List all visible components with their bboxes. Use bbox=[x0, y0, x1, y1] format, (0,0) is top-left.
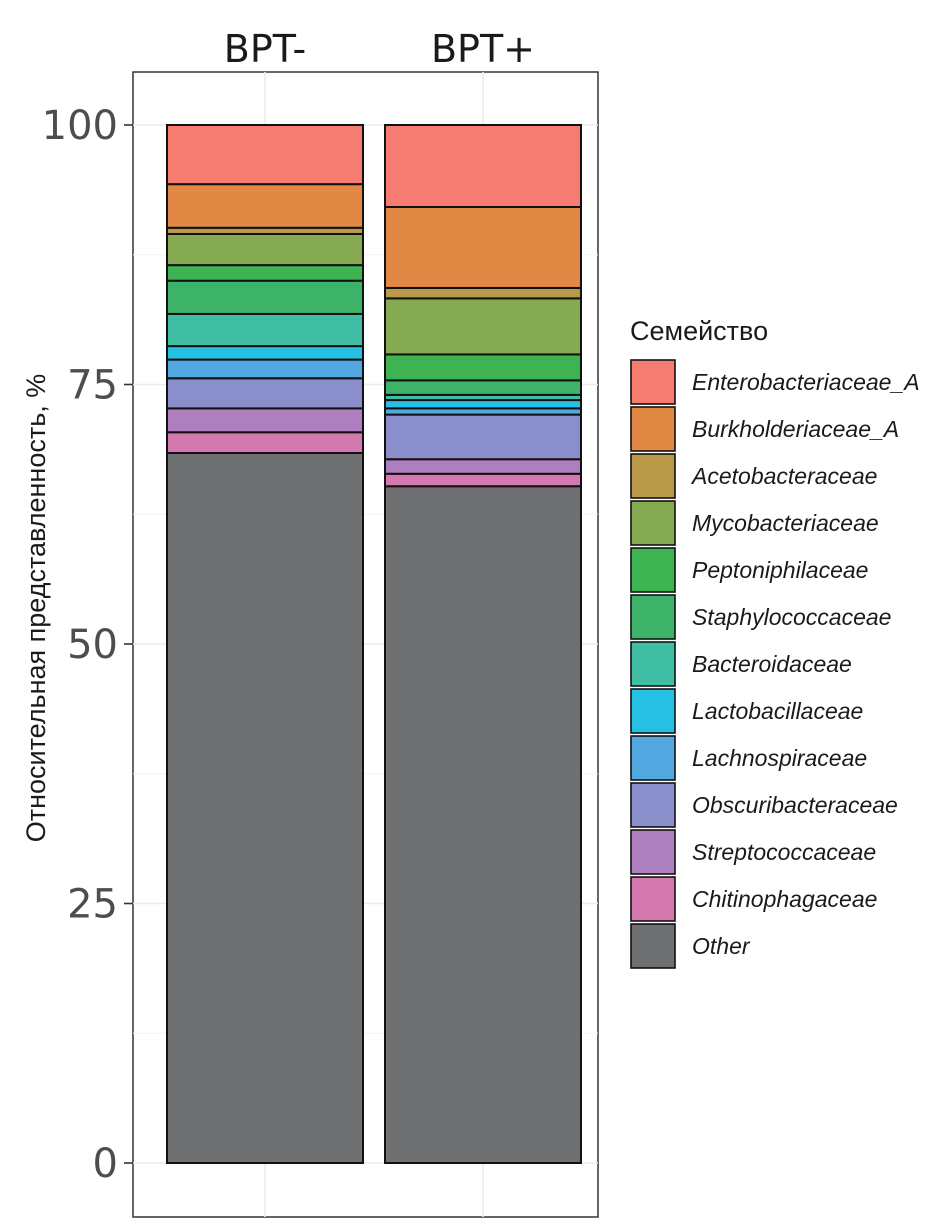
legend-label-chitinophagaceae: Chitinophagaceae bbox=[692, 886, 877, 912]
bar-segment-peptoniphilaceae-bpt-minus bbox=[166, 264, 364, 282]
legend-label-streptococcaceae: Streptococcaceae bbox=[692, 839, 876, 865]
bar-segment-mycobacteriaceae-bpt-minus bbox=[166, 232, 364, 267]
legend-label-peptoniphilaceae: Peptoniphilaceae bbox=[692, 557, 868, 583]
y-tick-label: 75 bbox=[67, 363, 118, 409]
bar-segment-staphylococcaceae-bpt-minus bbox=[166, 279, 364, 315]
bar-segment-bacteroidaceae-bpt-minus bbox=[166, 312, 364, 348]
legend-label-lachnospiraceae: Lachnospiraceae bbox=[692, 745, 867, 771]
legend-swatch-streptococcaceae bbox=[630, 829, 676, 875]
legend-swatch-bacteroidaceae bbox=[630, 641, 676, 687]
bar-segment-lachnospiraceae-bpt-minus bbox=[166, 358, 364, 380]
bar-segment-peptoniphilaceae-bpt-plus bbox=[384, 353, 582, 382]
legend-label-acetobacteraceae: Acetobacteraceae bbox=[690, 463, 877, 489]
bar-segment-other-bpt-minus bbox=[166, 452, 364, 1164]
bar-segment-lactobacillaceae-bpt-plus bbox=[384, 399, 582, 410]
bar-segment-enterobacteriaceae-a-bpt-minus bbox=[166, 124, 364, 186]
legend-swatch-chitinophagaceae bbox=[630, 876, 676, 922]
legend: Семейство Enterobacteriaceae_A Burkholder… bbox=[630, 316, 920, 969]
legend-label-mycobacteriaceae: Mycobacteriaceae bbox=[692, 510, 879, 536]
legend-label-obscuribacteraceae: Obscuribacteraceae bbox=[692, 792, 898, 818]
legend-swatch-enterobacteriaceae-a bbox=[630, 359, 676, 405]
bar-segment-burkholderiaceae-a-bpt-plus bbox=[384, 206, 582, 289]
legend-label-enterobacteriaceae-a: Enterobacteriaceae_A bbox=[692, 369, 920, 395]
y-tick-label: 0 bbox=[93, 1141, 118, 1187]
y-tick-label: 25 bbox=[67, 882, 118, 928]
y-tick-label: 50 bbox=[67, 622, 118, 668]
y-axis-label: Относительная представленность, % bbox=[21, 374, 51, 843]
legend-swatch-mycobacteriaceae bbox=[630, 500, 676, 546]
bar-segment-staphylococcaceae-bpt-plus bbox=[384, 379, 582, 396]
facet-label-bpt-plus: BPT+ bbox=[431, 27, 535, 71]
bar-segment-other-bpt-plus bbox=[384, 485, 582, 1164]
legend-swatch-staphylococcaceae bbox=[630, 594, 676, 640]
bar-segment-acetobacteraceae-bpt-plus bbox=[384, 286, 582, 300]
bar-segment-enterobacteriaceae-a-bpt-plus bbox=[384, 124, 582, 209]
bar-segment-chitinophagaceae-bpt-minus bbox=[166, 431, 364, 455]
legend-swatch-peptoniphilaceae bbox=[630, 547, 676, 593]
bar-segment-mycobacteriaceae-bpt-plus bbox=[384, 297, 582, 356]
bar-segment-streptococcaceae-bpt-plus bbox=[384, 458, 582, 475]
legend-label-burkholderiaceae-a: Burkholderiaceae_A bbox=[692, 416, 899, 442]
legend-swatch-lactobacillaceae bbox=[630, 688, 676, 734]
bar-segment-burkholderiaceae-a-bpt-minus bbox=[166, 183, 364, 229]
legend-swatch-obscuribacteraceae bbox=[630, 782, 676, 828]
y-axis: 0 25 50 75 100 bbox=[42, 103, 133, 1187]
bar-segment-lactobacillaceae-bpt-minus bbox=[166, 345, 364, 361]
legend-title: Семейство bbox=[630, 316, 768, 346]
facet-labels: BPT- BPT+ bbox=[224, 27, 535, 71]
y-tick-label: 100 bbox=[42, 103, 118, 149]
legend-label-bacteroidaceae: Bacteroidaceae bbox=[692, 651, 852, 677]
bar-segment-obscuribacteraceae-bpt-plus bbox=[384, 413, 582, 461]
legend-swatch-lachnospiraceae bbox=[630, 735, 676, 781]
legend-label-staphylococcaceae: Staphylococcaceae bbox=[692, 604, 891, 630]
legend-swatch-burkholderiaceae-a bbox=[630, 406, 676, 452]
legend-items: Enterobacteriaceae_A Burkholderiaceae_A Ac… bbox=[630, 359, 920, 969]
bar-segment-chitinophagaceae-bpt-plus bbox=[384, 472, 582, 488]
legend-label-other: Other bbox=[692, 933, 751, 959]
legend-swatch-acetobacteraceae bbox=[630, 453, 676, 499]
bar-segment-streptococcaceae-bpt-minus bbox=[166, 407, 364, 434]
bar-segment-obscuribacteraceae-bpt-minus bbox=[166, 377, 364, 410]
bars bbox=[166, 124, 582, 1164]
legend-swatch-other bbox=[630, 923, 676, 969]
facet-label-bpt-minus: BPT- bbox=[224, 27, 306, 71]
legend-label-lactobacillaceae: Lactobacillaceae bbox=[692, 698, 863, 724]
